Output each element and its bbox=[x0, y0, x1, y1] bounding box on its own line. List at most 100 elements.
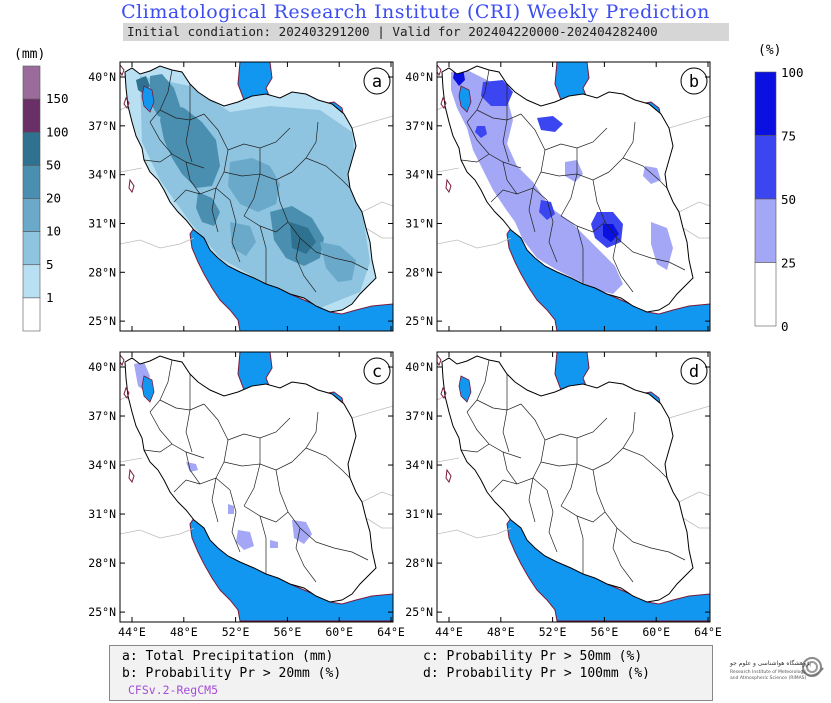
colorbar-label: 75 bbox=[781, 129, 796, 144]
legend-b: b: Probability Pr > 20mm (%) bbox=[122, 666, 342, 681]
lon-tick-label: 48°E bbox=[170, 625, 198, 639]
country-border bbox=[124, 355, 377, 603]
lon-tick-label: 44°E bbox=[118, 625, 146, 639]
legend-d: d: Probability Pr > 100mm (%) bbox=[423, 666, 650, 681]
province-border bbox=[291, 411, 319, 463]
probability-field bbox=[475, 126, 487, 138]
coastline bbox=[440, 386, 447, 400]
colorbar-label: 25 bbox=[781, 256, 796, 271]
probability-field bbox=[292, 520, 312, 544]
right-colorbar-unit: (%) bbox=[758, 43, 782, 58]
neighbor-border bbox=[120, 167, 143, 173]
province-border bbox=[546, 199, 558, 263]
map-frame bbox=[436, 351, 711, 623]
lon-tick-label: 52°E bbox=[539, 625, 567, 639]
panel-label-circle bbox=[363, 67, 391, 95]
province-border bbox=[466, 359, 490, 413]
iran-land bbox=[442, 356, 693, 602]
province-border bbox=[612, 527, 634, 583]
lat-tick-label: 37°N bbox=[405, 409, 433, 423]
lat-tick-label: 31°N bbox=[88, 216, 116, 230]
precip-colorbar: 150 100 50 20 10 5 1 bbox=[22, 65, 69, 332]
map-panel-a: a 40°N 37°N 34°N 31°N 28°N 25°N bbox=[88, 61, 394, 332]
lat-tick-label: 40°N bbox=[88, 70, 116, 84]
colorbar-label: 5 bbox=[46, 257, 54, 272]
province-border bbox=[229, 489, 241, 553]
province-border bbox=[622, 447, 668, 479]
lat-tick-label: 34°N bbox=[88, 458, 116, 472]
province-border bbox=[476, 109, 522, 121]
neighbor-border bbox=[668, 115, 710, 129]
neighbor-border bbox=[437, 167, 460, 173]
province-border bbox=[546, 489, 558, 553]
lon-tick-label: 64°E bbox=[377, 625, 405, 639]
probability-field bbox=[643, 166, 661, 184]
lat-tick-label: 34°N bbox=[405, 458, 433, 472]
panel-label: c bbox=[372, 362, 382, 382]
lon-tick-label: 44°E bbox=[435, 625, 463, 639]
colorbar-label: 10 bbox=[46, 224, 61, 239]
iran-land bbox=[125, 356, 376, 602]
neighbor-border bbox=[682, 517, 710, 529]
colorbar-label: 50 bbox=[781, 192, 796, 207]
coastline bbox=[120, 64, 125, 77]
neighbor-border bbox=[678, 491, 710, 503]
panel-label: b bbox=[689, 72, 699, 92]
province-border bbox=[632, 541, 686, 561]
province-border bbox=[295, 237, 317, 293]
map-frame bbox=[119, 351, 394, 623]
province-border bbox=[259, 225, 267, 284]
province-border bbox=[211, 477, 219, 523]
province-border bbox=[560, 505, 606, 523]
province-border bbox=[632, 251, 686, 271]
lake-urmia bbox=[141, 85, 155, 113]
province-border bbox=[305, 447, 351, 479]
neighbor-border bbox=[365, 227, 393, 239]
province-border bbox=[466, 69, 490, 123]
province-border bbox=[560, 215, 606, 233]
lat-tick-label: 31°N bbox=[405, 216, 433, 230]
map-frame bbox=[119, 61, 394, 332]
colorbar-label: 100 bbox=[46, 124, 69, 139]
coastline bbox=[437, 354, 442, 367]
neighbor-border bbox=[361, 201, 393, 213]
province-border bbox=[243, 438, 261, 507]
lat-tick-label: 28°N bbox=[405, 556, 433, 570]
province-border bbox=[291, 121, 319, 173]
colorbar-label: 100 bbox=[781, 65, 804, 80]
map-panel-b: b 40°N 37°N 34°N 31°N 28°N 25°N bbox=[405, 61, 711, 332]
map-panels: a 40°N 37°N 34°N 31°N 28°N 25°N b 40°N 37°N 34°N 31… bbox=[88, 61, 722, 639]
neighbor-border bbox=[120, 105, 129, 111]
province-border bbox=[576, 225, 584, 284]
map-panel-d: d 40°N 37°N 34°N 31°N 28°N 25°N44°E 48°E 52°E 56°… bbox=[405, 351, 722, 639]
lon-tick-label: 56°E bbox=[591, 625, 619, 639]
colorbar-label: 20 bbox=[46, 191, 61, 206]
neighbor-border bbox=[437, 395, 446, 401]
province-border bbox=[528, 187, 536, 233]
province-border bbox=[173, 189, 201, 203]
map-panel-c: c 40°N 37°N 34°N 31°N 28°N 25°N44°E 48°E 52°E 56°… bbox=[88, 351, 405, 639]
colorbar-label: 0 bbox=[781, 319, 789, 334]
lon-tick-label: 48°E bbox=[487, 625, 515, 639]
lat-tick-label: 34°N bbox=[405, 168, 433, 182]
coastline bbox=[123, 96, 130, 110]
neighbor-border bbox=[437, 527, 512, 539]
lat-tick-label: 25°N bbox=[88, 314, 116, 328]
province-border bbox=[576, 515, 584, 574]
lake-urmia bbox=[141, 375, 155, 403]
province-border bbox=[622, 157, 668, 189]
lon-tick-label: 52°E bbox=[222, 625, 250, 639]
probability-field bbox=[651, 222, 673, 270]
panel-label: a bbox=[372, 72, 382, 92]
province-border bbox=[295, 527, 317, 583]
province-border bbox=[612, 237, 634, 293]
lat-tick-label: 31°N bbox=[405, 507, 433, 521]
colorbar-label: 1 bbox=[46, 290, 54, 305]
neighbor-border bbox=[437, 237, 512, 249]
probability-field bbox=[236, 530, 254, 550]
province-border bbox=[502, 374, 510, 453]
probability-field bbox=[565, 160, 583, 182]
model-name: CFSv.2-RegCM5 bbox=[128, 683, 219, 697]
legend-a: a: Total Precipitation (mm) bbox=[122, 649, 334, 664]
neighbor-border bbox=[351, 115, 393, 129]
